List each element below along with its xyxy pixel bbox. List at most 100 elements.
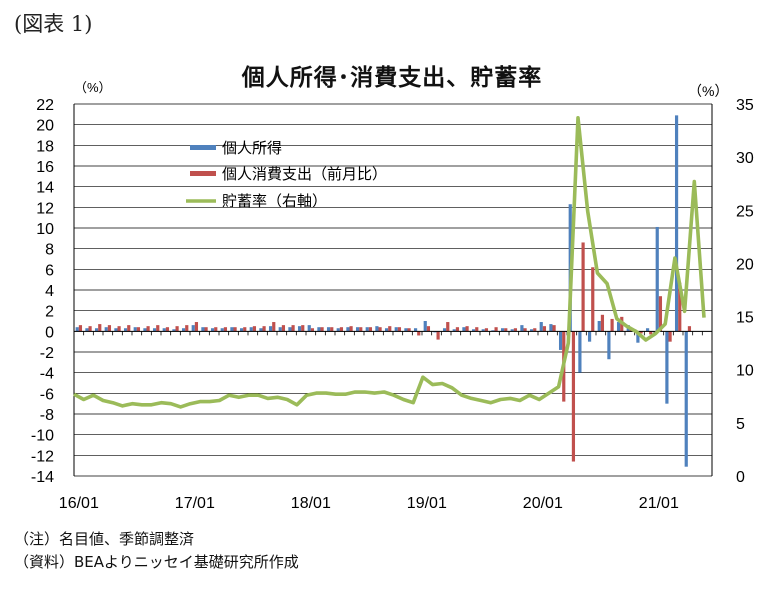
income-bar <box>423 321 427 332</box>
consumption-bar <box>552 325 556 332</box>
note-line: （資料）BEAよりニッセイ基礎研究所作成 <box>14 553 299 571</box>
grid-lines <box>74 103 712 477</box>
consumption-bar <box>204 327 208 332</box>
consumption-bar <box>185 325 189 332</box>
income-bar <box>259 328 263 332</box>
income-bar <box>326 327 331 332</box>
consumption-bar <box>446 322 450 332</box>
income-bar <box>94 328 99 332</box>
legend-label-income: 個人所得 <box>222 140 282 157</box>
left-tick-label: 20 <box>36 118 54 135</box>
x-tick-label: 18/01 <box>291 495 331 512</box>
consumption-bar <box>465 326 469 332</box>
right-tick-label: 20 <box>736 256 754 273</box>
consumption-bar <box>127 325 131 332</box>
income-bar <box>162 328 166 332</box>
income-bar <box>278 327 282 332</box>
income-bar <box>181 328 186 332</box>
consumption-bar <box>223 327 228 332</box>
left-tick-label: -4 <box>40 366 54 383</box>
left-tick-label: 2 <box>45 304 54 321</box>
income-bar <box>587 331 592 342</box>
consumption-bar <box>339 327 344 332</box>
income-bar <box>674 115 679 332</box>
income-bar <box>75 327 79 332</box>
income-bar <box>636 331 640 343</box>
x-tick-label: 17/01 <box>175 495 215 512</box>
consumption-bar <box>417 331 421 336</box>
consumption-bar <box>668 331 672 342</box>
consumption-bar <box>214 327 218 332</box>
consumption-bar <box>301 325 305 332</box>
consumption-bar <box>320 327 324 332</box>
income-bar <box>249 327 253 332</box>
consumption-bar <box>571 331 576 462</box>
consumption-bar <box>436 331 440 340</box>
left-tick-label: 14 <box>36 180 54 197</box>
consumption-bar <box>281 325 286 332</box>
income-bar <box>375 326 379 332</box>
income-bar <box>288 327 292 332</box>
income-bar <box>655 226 659 332</box>
right-tick-label: 25 <box>736 203 754 220</box>
left-tick-label: 8 <box>45 242 54 259</box>
consumption-bar <box>378 327 382 332</box>
consumption-bar <box>610 318 614 332</box>
income-bar <box>152 328 157 332</box>
x-tick-label: 16/01 <box>59 495 99 512</box>
consumption-bar <box>175 326 179 332</box>
figure-label: (図表 1) <box>14 12 93 36</box>
note-line: （注）名目値、季節調整済 <box>14 530 195 548</box>
income-bar <box>578 331 582 373</box>
income-bar <box>230 327 234 332</box>
left-tick-label: -10 <box>31 428 54 445</box>
legend: 個人所得 個人消費支出（前月比） 貯蓄率（右軸） <box>186 140 387 210</box>
saving-rate-line <box>73 116 706 409</box>
consumption-bar <box>426 326 431 332</box>
consumption-bar <box>658 296 663 332</box>
left-tick-label: -14 <box>31 469 54 486</box>
income-bar <box>500 328 505 332</box>
income-bar <box>336 328 340 332</box>
income-bar <box>394 327 398 332</box>
consumption-bar <box>581 242 585 332</box>
consumption-bar <box>252 326 257 332</box>
consumption-bar <box>455 327 460 332</box>
consumption-bar <box>504 328 508 332</box>
income-bar <box>201 327 205 332</box>
income-bar <box>665 331 669 404</box>
income-bar <box>191 325 195 332</box>
consumption-bar <box>542 326 547 332</box>
right-tick-label: 10 <box>736 363 754 380</box>
consumption-bar <box>88 326 92 332</box>
left-tick-label: 22 <box>36 97 54 114</box>
income-bar <box>558 331 563 350</box>
consumption-bar <box>310 328 315 332</box>
income-bar <box>597 321 601 332</box>
legend-label-consumption: 個人消費支出（前月比） <box>222 166 387 183</box>
consumption-bar <box>639 331 643 334</box>
right-tick-label: 35 <box>736 97 754 114</box>
consumption-bar <box>243 327 247 332</box>
legend-swatch-consumption <box>190 171 216 176</box>
income-bar <box>539 322 543 332</box>
income-bar <box>520 325 524 332</box>
income-bar <box>462 327 466 332</box>
left-tick-label: -2 <box>40 345 54 362</box>
right-tick-label: 15 <box>736 310 754 327</box>
income-bar <box>645 328 650 332</box>
consumption-bar <box>397 327 402 332</box>
consumption-bar <box>368 327 373 332</box>
left-tick-label: -6 <box>40 386 54 403</box>
left-tick-label: 16 <box>36 159 54 176</box>
consumption-bar <box>523 328 527 332</box>
notes: （注）名目値、季節調整済 （資料）BEAよりニッセイ基礎研究所作成 <box>14 528 299 574</box>
consumption-bar <box>687 326 692 332</box>
income-bar <box>104 327 108 332</box>
income-bar <box>220 328 224 332</box>
left-tick-label: 18 <box>36 138 54 155</box>
income-bar <box>549 324 553 332</box>
income-bar <box>114 328 118 332</box>
right-tick-label: 5 <box>736 416 745 433</box>
left-tick-label: 12 <box>36 200 54 217</box>
